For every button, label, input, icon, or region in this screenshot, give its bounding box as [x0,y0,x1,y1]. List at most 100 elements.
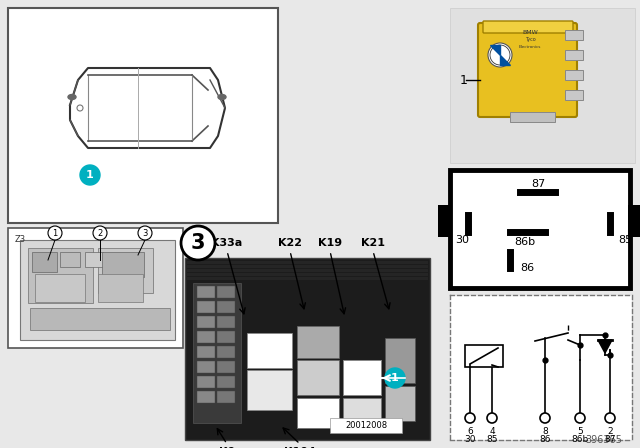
Circle shape [605,413,615,423]
Text: 30: 30 [464,435,476,444]
Circle shape [465,413,475,423]
Text: K22: K22 [278,238,302,248]
Bar [217,376,235,388]
Bar [565,50,583,60]
Bar [185,258,430,440]
Text: 86: 86 [520,263,534,273]
Bar [385,338,415,383]
FancyBboxPatch shape [478,23,577,117]
Bar [297,360,339,395]
Circle shape [181,226,215,260]
Bar [60,252,80,267]
Circle shape [80,165,100,185]
Bar [197,286,215,298]
Circle shape [490,45,510,65]
Bar [450,170,630,288]
Bar [450,295,632,440]
Bar [187,277,428,280]
Text: 3: 3 [191,233,205,253]
Bar [30,308,170,330]
Text: 85: 85 [618,235,632,245]
Ellipse shape [68,95,76,99]
Text: 2: 2 [97,228,102,237]
Bar [343,360,381,395]
Bar [193,283,241,423]
Bar [98,274,143,302]
Text: Electronics: Electronics [519,45,541,49]
Text: Tyco: Tyco [525,38,536,43]
Bar [217,361,235,373]
Bar [510,112,555,122]
Bar [217,286,235,298]
Text: 87: 87 [531,179,545,189]
Circle shape [138,226,152,240]
FancyBboxPatch shape [483,21,573,33]
Bar [98,248,153,293]
Text: 1: 1 [52,228,58,237]
Text: 8: 8 [542,426,548,435]
Text: 87: 87 [604,435,616,444]
Bar [85,252,103,267]
Bar [187,273,428,276]
Text: K9: K9 [219,447,235,448]
Bar [217,316,235,328]
Bar [565,30,583,40]
Bar [197,331,215,343]
Bar [297,326,339,358]
Circle shape [540,413,550,423]
Bar [217,331,235,343]
Text: 1: 1 [86,170,94,180]
Bar [197,376,215,388]
Bar [628,205,640,237]
Text: 1: 1 [460,73,468,86]
Bar [343,398,381,428]
Bar [8,8,278,223]
Bar [247,370,292,410]
Text: 396365: 396365 [585,435,622,445]
Text: K19: K19 [318,238,342,248]
Circle shape [385,368,405,388]
Bar [217,391,235,403]
Bar [35,274,85,302]
Text: K21: K21 [361,238,385,248]
Text: 85: 85 [486,435,498,444]
Polygon shape [598,340,612,353]
Circle shape [488,43,512,67]
Text: 3: 3 [142,228,148,237]
Bar [385,386,415,421]
Bar [247,333,292,368]
Bar [217,301,235,313]
Bar [217,346,235,358]
Text: 86b: 86b [572,435,589,444]
Text: 1: 1 [391,373,399,383]
Bar [187,261,428,264]
Bar [197,346,215,358]
Text: 20012008: 20012008 [345,421,387,430]
Bar [197,391,215,403]
Bar [197,361,215,373]
Bar [565,70,583,80]
Circle shape [48,226,62,240]
Bar [197,316,215,328]
Bar [565,90,583,100]
Text: K33a: K33a [211,238,243,248]
Bar [187,265,428,268]
Text: K104: K104 [284,447,316,448]
Bar [465,345,503,367]
Polygon shape [500,55,510,65]
Bar [8,228,183,348]
Bar [102,252,144,277]
Text: Z3: Z3 [15,235,26,244]
Circle shape [93,226,107,240]
Bar [438,205,452,237]
Ellipse shape [218,95,226,99]
Text: 6: 6 [467,426,473,435]
Circle shape [487,413,497,423]
Circle shape [575,413,585,423]
Bar [28,248,93,303]
Polygon shape [490,45,500,55]
Bar [32,252,57,272]
Text: 2: 2 [607,426,613,435]
Bar [330,418,402,433]
Text: 4: 4 [489,426,495,435]
